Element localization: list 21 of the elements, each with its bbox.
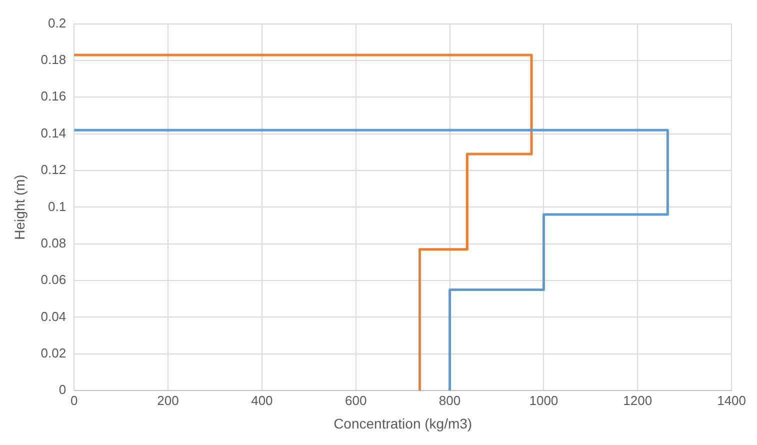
x-tick-label: 600	[345, 392, 367, 408]
y-axis-title: Height (m)	[11, 174, 28, 240]
x-tick-label: 200	[157, 392, 179, 408]
y-tick-label: 0.16	[40, 88, 66, 104]
x-tick-label: 800	[438, 392, 461, 408]
x-tick-label: 1200	[623, 392, 652, 408]
y-tick-label: 0	[58, 382, 66, 398]
y-tick-label: 0.06	[40, 272, 66, 288]
x-tick-label: 400	[251, 392, 273, 408]
x-tick-label: 1400	[717, 392, 746, 408]
y-tick-label: 0.2	[48, 15, 66, 30]
y-tick-label: 0.14	[40, 125, 66, 140]
x-tick-label: 0	[70, 392, 78, 408]
x-tick-label: 1000	[529, 392, 558, 408]
y-tick-label: 0.02	[40, 346, 66, 360]
y-tick-label: 0.04	[40, 308, 66, 324]
y-tick-label: 0.12	[40, 162, 66, 178]
x-axis-title: Concentration (kg/m3)	[334, 415, 472, 432]
y-tick-label: 0.08	[40, 235, 66, 250]
y-tick-label: 0.18	[40, 52, 66, 68]
y-tick-label: 0.1	[48, 198, 66, 214]
